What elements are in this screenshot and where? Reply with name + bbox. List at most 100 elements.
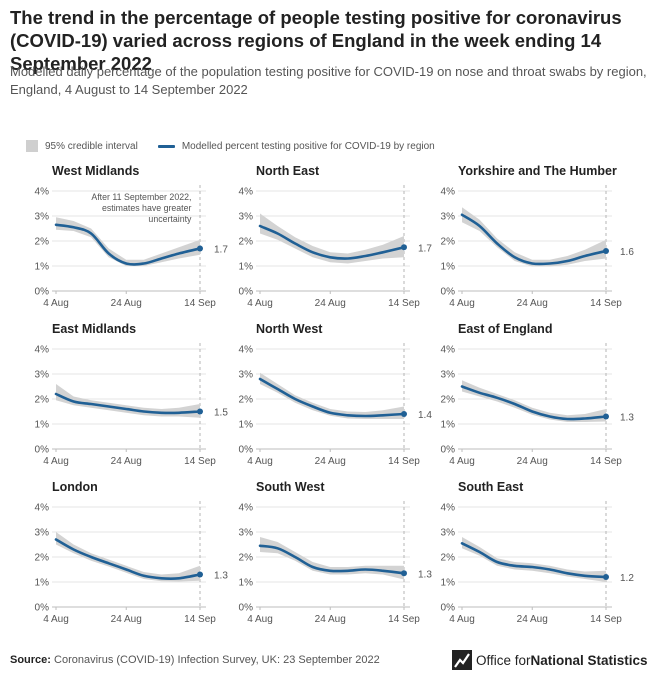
y-tick-label: 4% xyxy=(441,187,456,198)
credible-interval-band xyxy=(260,537,404,580)
legend-interval-swatch xyxy=(26,140,38,152)
legend-line-label: Modelled percent testing positive for CO… xyxy=(181,140,435,152)
x-tick-label: 14 Sep xyxy=(184,298,216,309)
x-tick-label: 4 Aug xyxy=(449,614,475,625)
y-tick-label: 4% xyxy=(35,187,50,198)
modelled-line xyxy=(54,538,202,580)
x-tick-label: 14 Sep xyxy=(184,456,216,467)
y-tick-label: 4% xyxy=(441,345,456,356)
x-tick-label: 24 Aug xyxy=(315,298,346,309)
x-tick-label: 4 Aug xyxy=(247,456,273,467)
chart-title: The trend in the percentage of people te… xyxy=(10,7,622,74)
end-value-label: 1.7 xyxy=(418,243,432,254)
panel-yorkshire-and-the-humber: Yorkshire and The Humber 0% 1% 2% 3% 4% 4 Aug 2… xyxy=(441,164,635,309)
ons-logo: Office for National Statistics xyxy=(452,650,648,670)
credible-interval-band xyxy=(462,537,606,582)
panel-title: East of England xyxy=(458,322,552,336)
end-point-marker xyxy=(197,245,203,252)
legend-interval-label: 95% credible interval xyxy=(45,140,138,152)
x-tick-label: 14 Sep xyxy=(388,614,420,625)
panel-title: West Midlands xyxy=(52,164,139,178)
uncertainty-annotation-line: uncertainty xyxy=(148,214,192,224)
end-point-marker xyxy=(401,570,407,577)
end-value-label: 1.7 xyxy=(214,245,228,256)
y-tick-label: 2% xyxy=(441,395,456,406)
source-label: Source: xyxy=(10,654,51,666)
end-point-marker xyxy=(603,574,609,580)
y-tick-label: 1% xyxy=(441,578,456,589)
y-tick-label: 3% xyxy=(35,212,50,223)
x-tick-label: 4 Aug xyxy=(449,298,475,309)
modelled-line xyxy=(54,392,202,415)
modelled-line xyxy=(54,223,202,266)
end-value-label: 1.3 xyxy=(620,413,634,424)
y-tick-label: 0% xyxy=(239,287,254,298)
panel-south-east: South East 0% 1% 2% 3% 4% 4 Aug 24 Aug 14 Sep 1.2 xyxy=(441,480,635,625)
y-tick-label: 3% xyxy=(239,370,254,381)
end-value-label: 1.4 xyxy=(418,410,432,421)
y-tick-label: 1% xyxy=(35,262,50,273)
end-point-marker xyxy=(197,571,203,578)
x-tick-label: 14 Sep xyxy=(590,456,622,467)
panel-east-of-england: East of England 0% 1% 2% 3% 4% 4 Aug 24 Aug 14 S… xyxy=(441,322,635,467)
y-tick-label: 2% xyxy=(35,553,50,564)
modelled-line xyxy=(460,213,608,266)
x-tick-label: 4 Aug xyxy=(449,456,475,467)
y-tick-label: 3% xyxy=(441,528,456,539)
x-tick-label: 4 Aug xyxy=(43,298,69,309)
modelled-line xyxy=(258,377,406,418)
y-tick-label: 2% xyxy=(441,237,456,248)
modelled-line xyxy=(460,385,608,421)
x-tick-label: 24 Aug xyxy=(111,614,142,625)
y-tick-label: 2% xyxy=(239,395,254,406)
credible-interval-band xyxy=(56,384,200,418)
x-tick-label: 4 Aug xyxy=(247,614,273,625)
end-value-label: 1.6 xyxy=(620,247,634,258)
y-tick-label: 3% xyxy=(35,370,50,381)
source-text: Coronavirus (COVID-19) Infection Survey,… xyxy=(54,654,380,666)
y-tick-label: 1% xyxy=(239,420,254,431)
panel-south-west: South West 0% 1% 2% 3% 4% 4 Aug 24 Aug 14 Sep 1.3 xyxy=(239,480,433,625)
panel-title: North West xyxy=(256,322,323,336)
y-tick-label: 1% xyxy=(35,578,50,589)
modelled-line xyxy=(258,224,406,260)
panel-title: East Midlands xyxy=(52,322,136,336)
x-tick-label: 14 Sep xyxy=(590,298,622,309)
y-tick-label: 3% xyxy=(35,528,50,539)
credible-interval-band xyxy=(56,217,200,266)
y-tick-label: 2% xyxy=(239,553,254,564)
x-tick-label: 4 Aug xyxy=(43,456,69,467)
end-point-marker xyxy=(401,411,407,417)
x-tick-label: 24 Aug xyxy=(517,614,548,625)
y-tick-label: 4% xyxy=(35,503,50,514)
x-tick-label: 24 Aug xyxy=(315,614,346,625)
credible-interval-band xyxy=(462,380,606,422)
panel-north-east: North East 0% 1% 2% 3% 4% 4 Aug 24 Aug 14 Sep 1.7 xyxy=(239,164,433,309)
panel-title: London xyxy=(52,480,98,494)
x-tick-label: 24 Aug xyxy=(517,456,548,467)
x-tick-label: 4 Aug xyxy=(43,614,69,625)
ons-logo-text-bold: National Statistics xyxy=(530,652,648,668)
legend: 95% credible interval Modelled percent t… xyxy=(26,138,435,154)
end-point-marker xyxy=(197,408,203,415)
end-value-label: 1.2 xyxy=(620,573,634,584)
y-tick-label: 4% xyxy=(441,503,456,514)
y-tick-label: 2% xyxy=(35,395,50,406)
end-value-label: 1.5 xyxy=(214,408,228,419)
y-tick-label: 0% xyxy=(35,287,50,298)
end-value-label: 1.3 xyxy=(214,571,228,582)
end-point-marker xyxy=(603,413,609,420)
y-tick-label: 4% xyxy=(239,187,254,198)
y-tick-label: 1% xyxy=(441,420,456,431)
y-tick-label: 3% xyxy=(441,370,456,381)
legend-line-swatch xyxy=(157,144,175,148)
ons-logo-text-plain: Office for xyxy=(476,652,531,668)
panel-north-west: North West 0% 1% 2% 3% 4% 4 Aug 24 Aug 14 Sep 1.4 xyxy=(239,322,433,467)
x-tick-label: 24 Aug xyxy=(111,456,142,467)
end-point-marker xyxy=(401,244,407,251)
y-tick-label: 0% xyxy=(239,603,254,614)
y-tick-label: 0% xyxy=(35,603,50,614)
panel-title: Yorkshire and The Humber xyxy=(458,164,617,178)
y-tick-label: 3% xyxy=(239,528,254,539)
